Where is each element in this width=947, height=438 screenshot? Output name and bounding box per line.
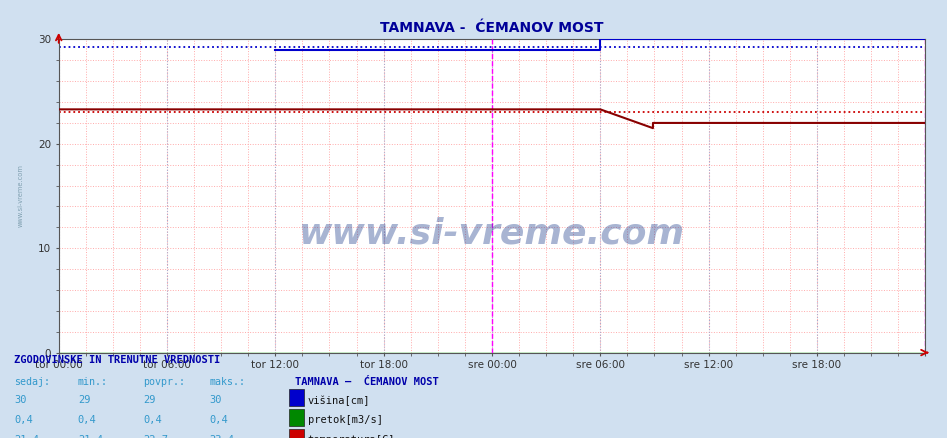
Text: sedaj:: sedaj: — [14, 377, 50, 386]
Text: 29: 29 — [78, 395, 90, 405]
Text: 0,4: 0,4 — [78, 415, 97, 425]
Text: www.si-vreme.com: www.si-vreme.com — [18, 165, 24, 227]
Text: pretok[m3/s]: pretok[m3/s] — [308, 415, 383, 425]
Text: www.si-vreme.com: www.si-vreme.com — [299, 216, 685, 251]
Text: 21,4: 21,4 — [14, 434, 39, 438]
FancyBboxPatch shape — [289, 409, 304, 426]
Text: 29: 29 — [144, 395, 156, 405]
Text: ZGODOVINSKE IN TRENUTNE VREDNOSTI: ZGODOVINSKE IN TRENUTNE VREDNOSTI — [14, 355, 221, 365]
FancyBboxPatch shape — [289, 429, 304, 438]
Text: maks.:: maks.: — [209, 377, 245, 386]
Text: 0,4: 0,4 — [14, 415, 33, 425]
Text: TAMNAVA –  ĆEMANOV MOST: TAMNAVA – ĆEMANOV MOST — [295, 377, 439, 386]
Text: 30: 30 — [14, 395, 27, 405]
Text: temperatura[C]: temperatura[C] — [308, 434, 395, 438]
Text: 22,7: 22,7 — [144, 434, 169, 438]
Text: višina[cm]: višina[cm] — [308, 395, 370, 406]
Text: 23,4: 23,4 — [209, 434, 234, 438]
FancyBboxPatch shape — [289, 389, 304, 406]
Text: 21,4: 21,4 — [78, 434, 103, 438]
Text: 0,4: 0,4 — [144, 415, 162, 425]
Text: 0,4: 0,4 — [209, 415, 228, 425]
Title: TAMNAVA -  ĆEMANOV MOST: TAMNAVA - ĆEMANOV MOST — [380, 21, 604, 35]
Text: 30: 30 — [209, 395, 222, 405]
Text: povpr.:: povpr.: — [144, 377, 186, 386]
Text: min.:: min.: — [78, 377, 108, 386]
